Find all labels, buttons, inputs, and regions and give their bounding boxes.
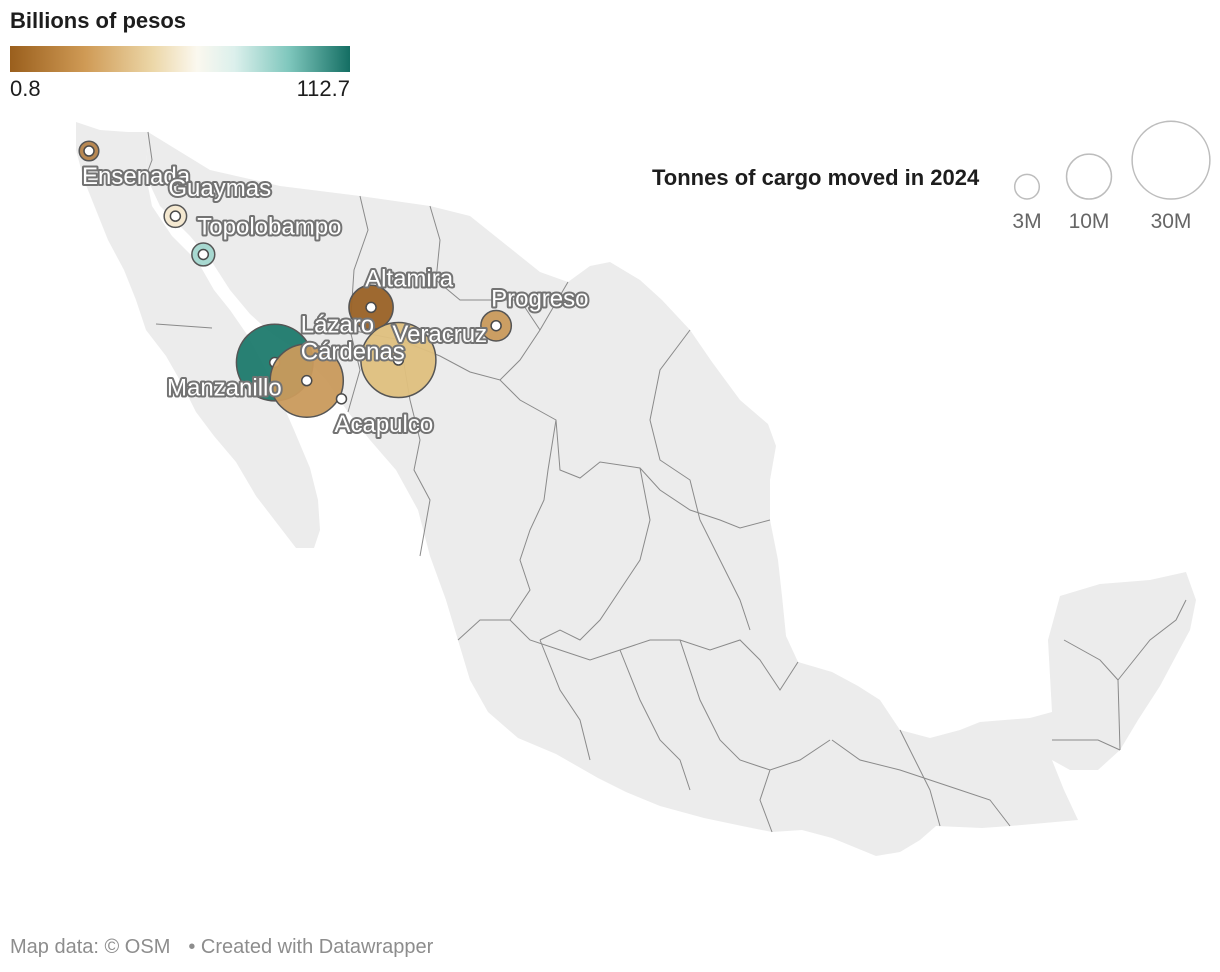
port-location-dot[interactable] <box>490 319 502 332</box>
state-border <box>1052 739 1121 751</box>
created-with-credit: • Created with Datawrapper <box>188 936 434 958</box>
state-border <box>499 379 771 529</box>
state-border <box>145 131 153 177</box>
state-border <box>457 619 799 691</box>
port-location-dot[interactable] <box>365 301 377 314</box>
port-label: Altamira <box>365 265 454 292</box>
size-legend-label: 10M <box>1069 210 1110 233</box>
port-location-dot[interactable] <box>335 393 348 405</box>
footer: Map data: © OSM • Created with Datawrappe… <box>10 936 433 959</box>
size-legend-circle-10m <box>1065 153 1113 200</box>
state-border <box>155 323 213 329</box>
state-border <box>429 205 541 331</box>
port-location-dot[interactable] <box>169 210 182 222</box>
port-label: Cárdenas <box>301 339 405 366</box>
port-label: Progreso <box>491 286 588 313</box>
port-veracruz[interactable] <box>360 321 437 399</box>
size-legend-label: 30M <box>1151 210 1192 233</box>
color-legend-min-label: 0.8 <box>10 76 41 101</box>
port-label: Acapulco <box>334 411 433 438</box>
state-border <box>619 649 691 791</box>
port-location-dot[interactable] <box>300 374 313 387</box>
baja-california <box>76 122 320 548</box>
port-altamira[interactable] <box>348 284 394 331</box>
map-credit: Map data: © OSM <box>10 936 171 958</box>
yucatan-peninsula <box>1048 572 1196 770</box>
state-border <box>649 329 751 631</box>
port-location-dot[interactable] <box>197 248 210 261</box>
port-ensenada[interactable] <box>78 140 100 162</box>
port-label: Lázaro <box>301 312 374 339</box>
state-border <box>1063 639 1121 751</box>
port-label: Manzanillo <box>167 375 282 402</box>
state-border <box>899 729 941 827</box>
port-guaymas[interactable] <box>163 204 188 229</box>
port-topolobampo[interactable] <box>191 242 216 267</box>
color-gradient-bar <box>10 46 350 72</box>
size-legend: 3M 10M 30M <box>1012 120 1211 233</box>
state-border <box>759 769 773 833</box>
port-location-dot[interactable] <box>392 354 405 366</box>
size-legend-label: 3M <box>1012 210 1041 233</box>
state-border <box>1117 599 1187 681</box>
port-label: Veracruz <box>392 321 487 348</box>
port-label: Topolobampo <box>197 213 341 240</box>
port-label: Ensenada <box>82 163 191 190</box>
color-legend-title: Billions of pesos <box>10 8 187 33</box>
size-legend-circle-30m <box>1131 120 1211 200</box>
state-border <box>831 739 1011 827</box>
port-lázaro-cárdenas[interactable] <box>269 343 345 418</box>
state-border <box>539 639 591 761</box>
color-legend-max-label: 112.7 <box>296 76 350 101</box>
state-border <box>509 419 557 621</box>
port-progreso[interactable] <box>480 309 513 342</box>
size-legend-circle-3m <box>1013 173 1041 200</box>
state-border <box>679 639 831 771</box>
port-location-dot[interactable] <box>83 145 95 157</box>
state-border <box>539 467 651 641</box>
port-acapulco[interactable] <box>335 393 348 405</box>
port-label: Guaymas <box>168 175 271 202</box>
size-legend-title: Tonnes of cargo moved in 2024 <box>652 165 980 190</box>
